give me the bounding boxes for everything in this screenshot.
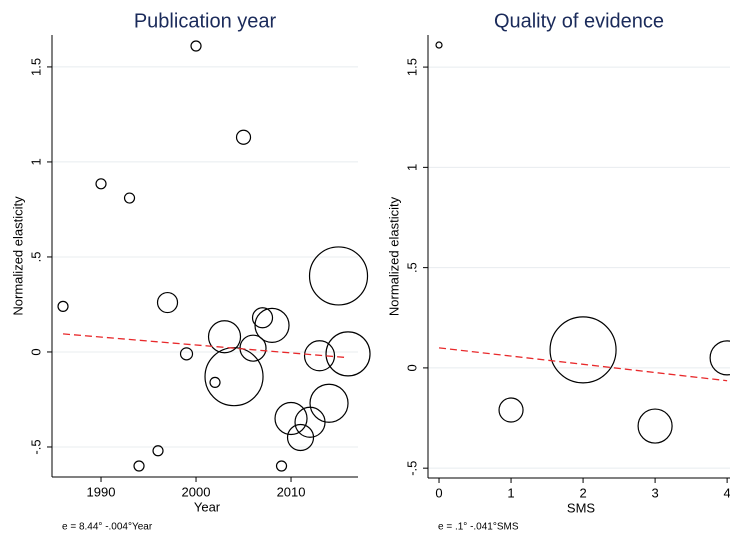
bubble	[209, 376, 221, 388]
y-tick-label: 0	[404, 364, 419, 371]
x-tick-label: 4	[724, 485, 730, 500]
bubble	[254, 307, 290, 343]
bubble	[549, 316, 617, 384]
bubble	[274, 401, 308, 436]
y-axis-label: Normalized elasticity	[386, 196, 401, 316]
y-tick-label: -.5	[28, 439, 43, 454]
x-tick-label: 2000	[182, 484, 211, 499]
x-tick-label: 2010	[277, 484, 306, 499]
bubble	[275, 460, 288, 472]
x-tick-label: 0	[435, 485, 442, 500]
bubble	[57, 300, 69, 312]
bubble	[235, 129, 252, 145]
bubble	[498, 397, 524, 423]
bubble	[156, 291, 179, 314]
bubble	[152, 445, 164, 457]
x-axis-label: SMS	[567, 500, 596, 515]
bubble	[303, 340, 336, 372]
y-tick-label: -.5	[404, 461, 419, 476]
equation-note: e = 8.44° -.004°Year	[62, 522, 153, 533]
bubble	[95, 178, 107, 190]
y-tick-label: 1	[28, 158, 43, 165]
bubble	[251, 307, 274, 329]
bubble	[308, 246, 369, 306]
y-tick-label: .5	[404, 262, 419, 273]
bubble	[207, 320, 242, 354]
chart-title: Quality of evidence	[494, 10, 664, 32]
fit-line	[438, 347, 728, 382]
y-axis-label: Normalized elasticity	[10, 196, 25, 316]
bubble	[309, 383, 349, 423]
x-tick-label: 1990	[87, 484, 116, 499]
x-tick-label: 3	[651, 485, 658, 500]
equation-note: e = .1° -.041°SMS	[438, 522, 519, 533]
y-tick-label: 1	[404, 164, 419, 171]
x-tick-label: 2	[579, 485, 586, 500]
bubble	[294, 406, 326, 438]
bubble	[204, 347, 264, 407]
y-tick-label: 0	[28, 348, 43, 355]
bubble	[325, 331, 371, 377]
bubble	[709, 340, 730, 376]
fit-line	[62, 333, 349, 359]
y-tick-label: 1.5	[404, 58, 419, 76]
y-tick-label: 1.5	[28, 58, 43, 76]
bubble	[179, 347, 194, 361]
bubble	[133, 460, 145, 472]
bubble	[637, 408, 673, 444]
bubble	[190, 40, 202, 52]
x-axis-label: Year	[194, 499, 221, 514]
x-tick-label: 1	[507, 485, 514, 500]
chart-title: Publication year	[134, 10, 277, 32]
bubble	[123, 192, 136, 204]
y-tick-label: .5	[28, 252, 43, 263]
bubble	[435, 41, 443, 49]
